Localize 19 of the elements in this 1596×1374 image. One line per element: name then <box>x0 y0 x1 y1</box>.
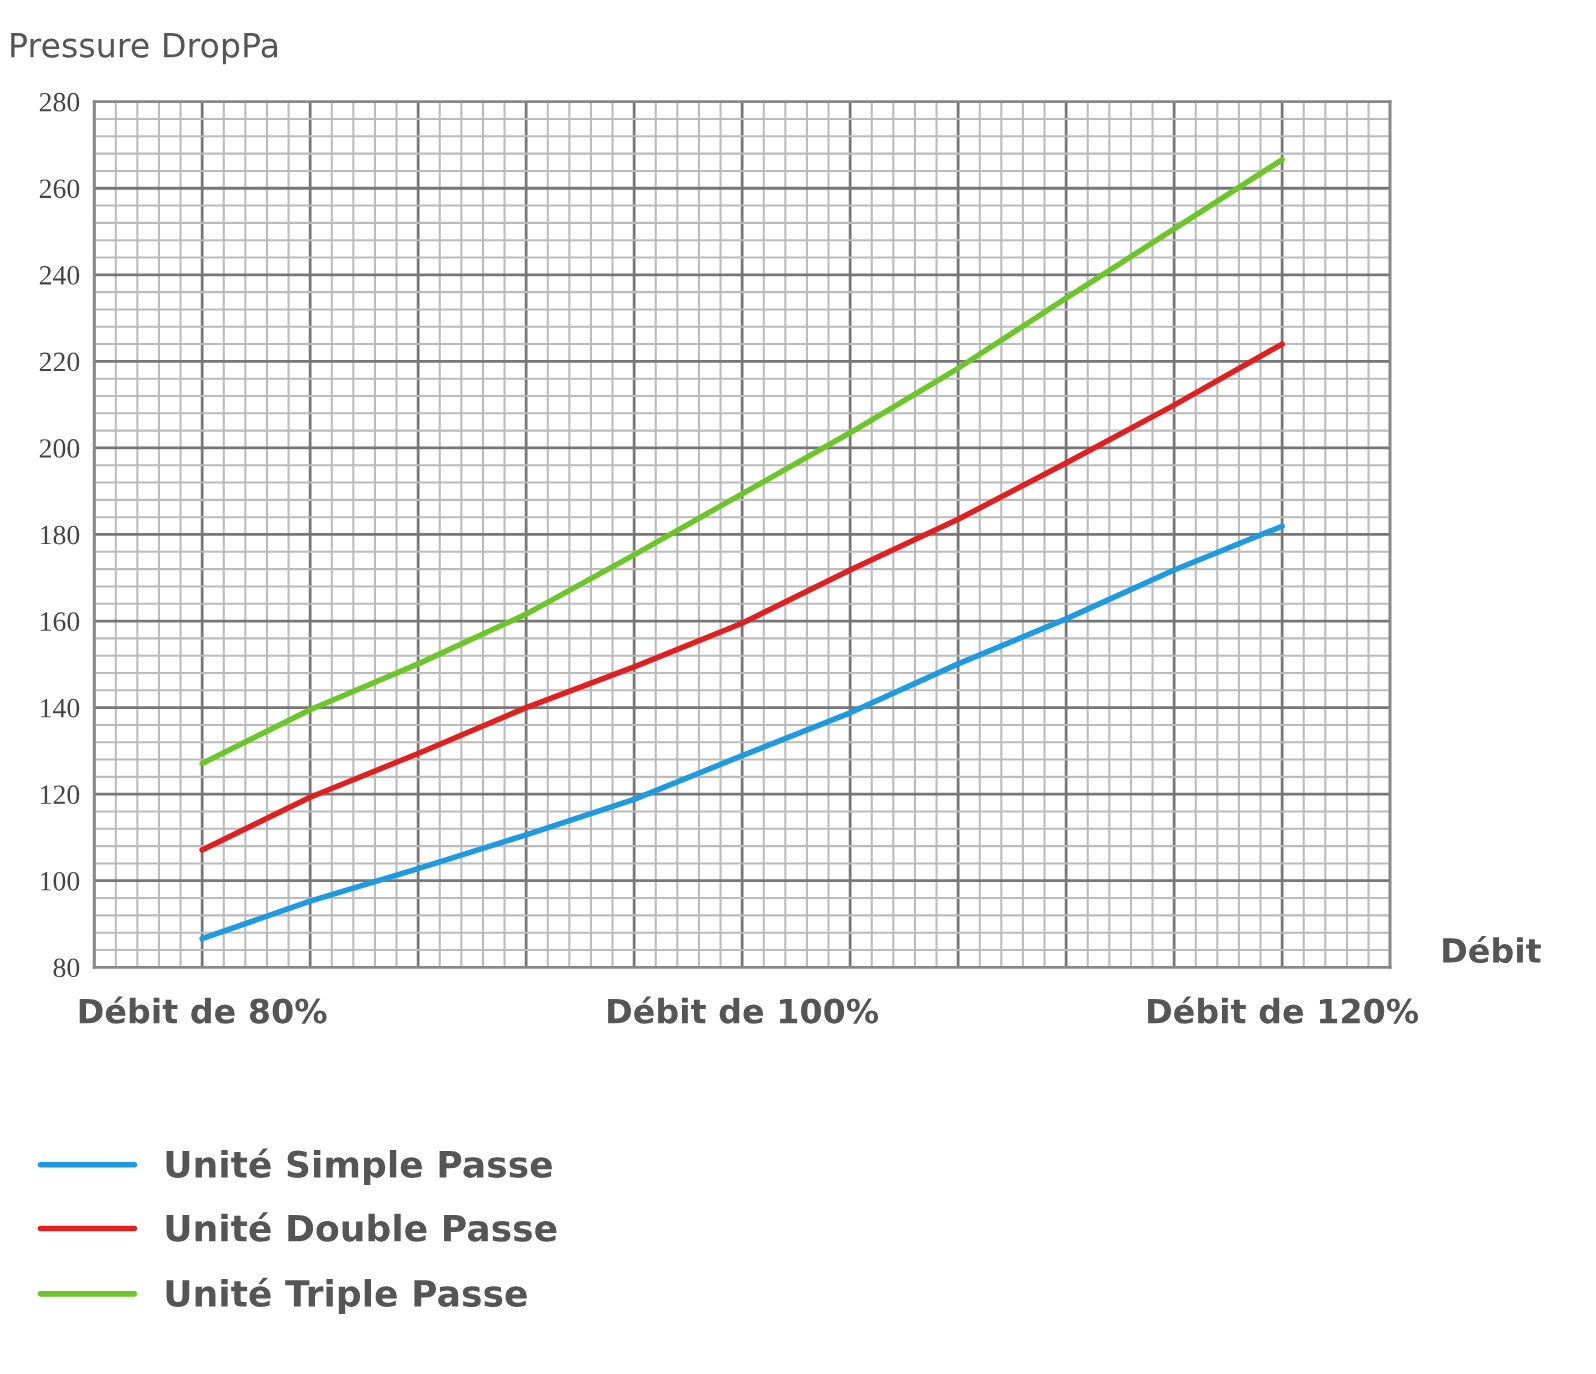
x-tick-label: Débit de 120% <box>1148 996 1419 1024</box>
y-tick-label: 140 <box>41 698 80 718</box>
y-tick-label: 160 <box>41 612 80 631</box>
y-tick-label: 180 <box>41 525 80 545</box>
y-tick-label: 200 <box>39 439 80 458</box>
legend-label: Unité Simple Passe <box>166 1148 552 1185</box>
x-tick-label: Débit de 100% <box>608 996 879 1024</box>
y-tick-label: 80 <box>53 958 80 978</box>
legend-label: Unité Double Passe <box>166 1212 557 1242</box>
x-tick-label: Débit de 80% <box>79 996 327 1024</box>
y-axis-title: Pressure DropPa <box>11 32 278 65</box>
y-tick-label: 120 <box>41 785 80 805</box>
x-axis-title: Débit <box>1443 935 1541 964</box>
y-tick-label: 220 <box>39 352 80 372</box>
legend-label: Unité Triple Passe <box>166 1277 527 1315</box>
y-tick-label: 280 <box>39 92 80 112</box>
y-tick-label: 100 <box>41 871 80 891</box>
y-tick-label: 240 <box>39 265 80 285</box>
y-tick-label: 260 <box>39 179 80 199</box>
